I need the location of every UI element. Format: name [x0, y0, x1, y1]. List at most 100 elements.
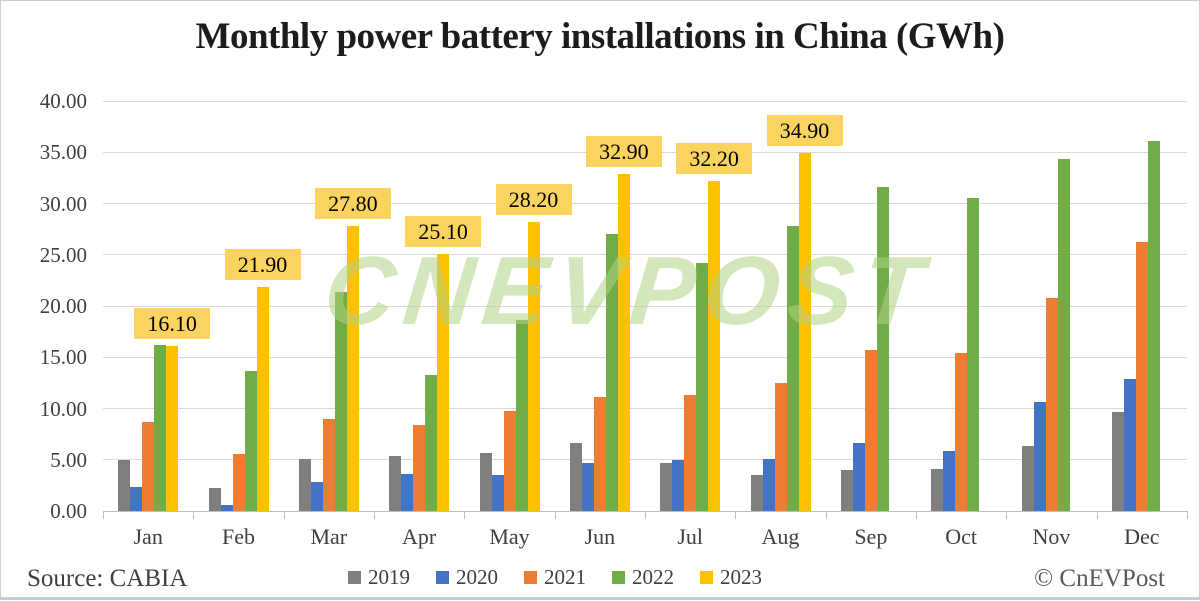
bar-2023-mar: [346, 226, 359, 511]
bar-2021-nov: [1045, 297, 1058, 511]
bar-2022-apr: [425, 374, 438, 511]
x-tick-label: Mar: [310, 524, 348, 549]
legend-swatch-2019: [348, 571, 361, 584]
legend-swatch-2022: [612, 571, 625, 584]
x-tick-label: Aug: [761, 524, 800, 549]
x-tick-label: Dec: [1124, 524, 1160, 549]
gridline: [103, 203, 1187, 204]
bar-2020-jun: [581, 462, 594, 511]
bar-2019-jan: [118, 459, 131, 511]
bar-2022-jan: [154, 344, 167, 511]
bar-2021-jul: [684, 395, 697, 511]
bar-2019-mar: [298, 458, 311, 511]
x-axis-tick: [735, 511, 737, 519]
bar-2019-jun: [569, 443, 582, 511]
bar-2021-apr: [413, 424, 426, 511]
bar-2022-oct: [967, 198, 980, 511]
bar-2019-sep: [840, 470, 853, 511]
legend-label-2023: 2023: [720, 565, 762, 589]
legend-label-2021: 2021: [544, 565, 586, 589]
x-axis-tick: [916, 511, 917, 519]
x-axis-tick: [554, 511, 556, 519]
data-label-2023-aug: 34.90: [766, 115, 843, 147]
bar-2020-aug: [762, 458, 775, 511]
gridline: [103, 459, 1187, 461]
data-label-2023-jan: 16.10: [134, 307, 211, 339]
bar-2020-dec: [1123, 378, 1136, 511]
x-tick-label: Jul: [677, 524, 703, 549]
x-tick-label: Nov: [1032, 524, 1071, 549]
x-axis-tick: [825, 511, 827, 519]
legend-item-2020: 2020: [436, 567, 498, 588]
x-tick-label: Jun: [584, 524, 616, 549]
y-tick-label: 15.00: [39, 345, 87, 370]
bar-2023-jun: [617, 173, 630, 511]
x-tick-label: May: [489, 524, 530, 549]
data-label-2023-apr: 25.10: [405, 215, 482, 247]
bar-2022-aug: [786, 226, 799, 511]
x-axis-tick: [645, 511, 646, 519]
gridline: [103, 254, 1187, 256]
x-axis-tick: [464, 511, 466, 519]
bar-2023-may: [527, 221, 540, 511]
data-label-2023-may: 28.20: [495, 183, 572, 215]
y-tick-label: 0.00: [50, 499, 87, 523]
legend: 2019 2020 2021 2022 2023: [1, 567, 1109, 588]
legend-label-2019: 2019: [368, 565, 410, 589]
data-label-2023-mar: 27.80: [314, 188, 391, 220]
data-label-2023-jul: 32.20: [676, 142, 753, 174]
bar-2023-jul: [708, 180, 721, 511]
bar-2020-apr: [401, 474, 414, 511]
y-axis-labels: 0.00 5.00 10.00 15.00 20.00 25.00 30.00 35.00 40…: [1, 90, 87, 522]
bar-2019-apr: [389, 455, 402, 511]
source-label: Source: CABIA: [27, 565, 188, 592]
x-axis-tick: [374, 511, 375, 519]
x-tick-label: Oct: [945, 524, 978, 549]
bar-2023-aug: [798, 153, 811, 511]
bar-2019-nov: [1021, 446, 1034, 511]
bar-2019-aug: [750, 475, 763, 511]
bar-2023-jan: [166, 345, 179, 511]
bar-2021-jan: [142, 421, 155, 511]
bar-2020-mar: [310, 482, 323, 511]
legend-label-2020: 2020: [456, 565, 498, 589]
bar-2020-feb: [220, 504, 233, 511]
legend-swatch-2020: [436, 571, 449, 584]
bar-2023-apr: [437, 253, 450, 511]
bar-2019-feb: [208, 488, 221, 511]
bar-2022-jun: [605, 234, 618, 511]
bar-2020-jul: [672, 459, 685, 511]
x-axis-tick: [1006, 511, 1008, 519]
bar-2020-sep: [852, 443, 865, 511]
x-tick-label: Apr: [402, 524, 437, 549]
bar-2022-feb: [244, 370, 257, 511]
legend-swatch-2023: [700, 571, 713, 584]
legend-label-2022: 2022: [632, 565, 674, 589]
x-axis-tick: [103, 511, 104, 519]
x-axis-tick: [1187, 511, 1188, 519]
bar-2019-oct: [931, 468, 944, 511]
y-tick-label: 35.00: [39, 140, 87, 165]
y-tick-label: 25.00: [39, 242, 87, 267]
bar-2019-may: [479, 452, 492, 511]
legend-swatch-2021: [524, 571, 537, 584]
credit-label: © CnEVPost: [1034, 565, 1165, 592]
gridline: [103, 305, 1187, 307]
chart-title: Monthly power battery installations in C…: [195, 16, 1005, 57]
bar-2022-mar: [334, 291, 347, 511]
legend-item-2021: 2021: [524, 567, 586, 588]
legend-item-2022: 2022: [612, 567, 674, 588]
legend-item-2023: 2023: [700, 567, 762, 588]
y-tick-label: 30.00: [39, 191, 87, 216]
y-tick-label: 5.00: [50, 447, 87, 472]
bar-2020-jan: [130, 487, 143, 511]
bar-2021-oct: [955, 353, 968, 511]
gridline: [103, 408, 1187, 409]
bar-2021-aug: [774, 382, 787, 511]
bar-2023-feb: [256, 286, 269, 511]
bar-2021-may: [503, 410, 516, 511]
bar-2020-oct: [943, 450, 956, 511]
x-axis-tick: [1096, 511, 1098, 519]
bar-2021-jun: [593, 397, 606, 511]
